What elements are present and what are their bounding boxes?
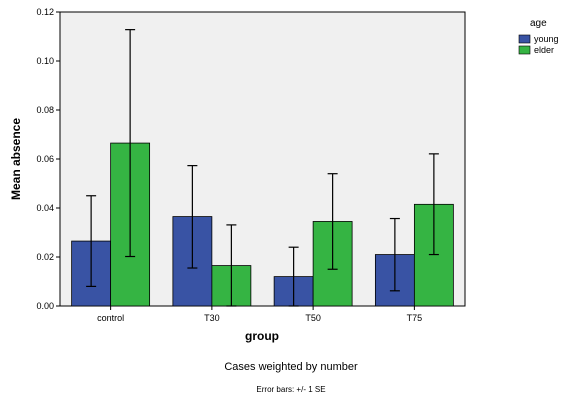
error-bars-group xyxy=(86,29,439,307)
x-axis: control T30 T50 T75 xyxy=(97,306,422,323)
y-tick-label: 0.00 xyxy=(36,301,54,311)
legend-swatch-young xyxy=(518,34,531,44)
y-tick-label: 0.12 xyxy=(36,7,54,17)
error-bar-young-control xyxy=(86,195,97,287)
footer-note: Cases weighted by number xyxy=(224,361,358,373)
y-tick-label: 0.02 xyxy=(36,252,54,262)
x-tick-label-control: control xyxy=(97,313,124,323)
y-tick-label: 0.04 xyxy=(36,203,54,213)
error-bar-young-T75 xyxy=(389,217,400,292)
y-tick-label: 0.08 xyxy=(36,105,54,115)
legend: age young elder xyxy=(518,18,559,55)
y-tick-label: 0.10 xyxy=(36,56,54,66)
y-axis-title: Mean absence xyxy=(9,118,23,200)
legend-label-elder: elder xyxy=(534,45,554,55)
y-axis: 0.00 0.02 0.04 0.06 0.08 0.10 0.12 xyxy=(36,7,60,311)
x-tick-label-T50: T50 xyxy=(305,313,321,323)
y-tick-label: 0.06 xyxy=(36,154,54,164)
x-tick-label-T75: T75 xyxy=(407,313,423,323)
legend-label-young: young xyxy=(534,34,559,44)
error-bar-elder-T75 xyxy=(428,153,439,256)
error-bar-young-T30 xyxy=(187,165,198,269)
error-bar-note: Error bars: +/- 1 SE xyxy=(256,385,325,394)
x-tick-label-T30: T30 xyxy=(204,313,220,323)
legend-title: age xyxy=(530,18,547,29)
error-bar-young-T50 xyxy=(288,246,299,307)
error-bar-elder-control xyxy=(125,29,136,258)
x-axis-title: group xyxy=(245,329,279,343)
error-bar-elder-T30 xyxy=(226,224,237,307)
error-bar-elder-T50 xyxy=(327,173,338,270)
legend-swatch-elder xyxy=(518,45,531,55)
